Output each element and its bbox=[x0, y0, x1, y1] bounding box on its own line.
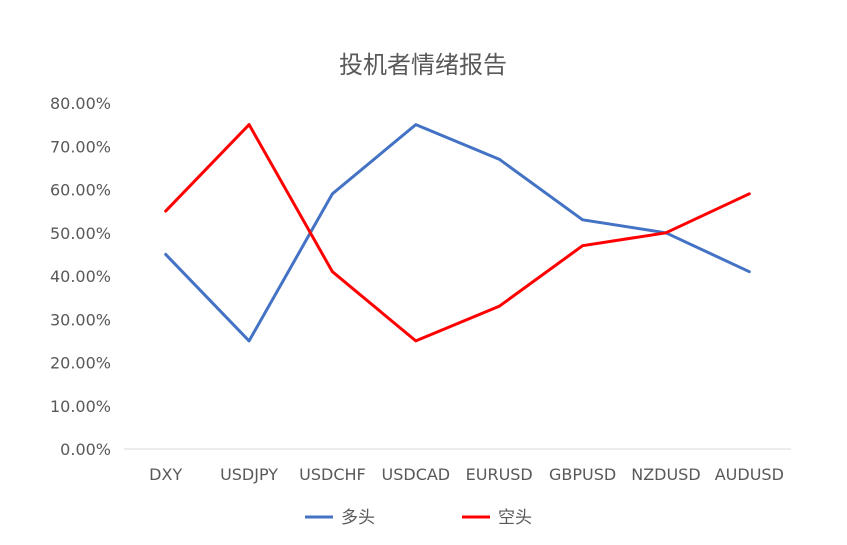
legend: 多头 空头 bbox=[305, 508, 532, 528]
y-axis-ticks: 0.00% 10.00% 20.00% 30.00% 40.00% 50.00% 60.00… bbox=[50, 94, 111, 459]
x-tick-label: EURUSD bbox=[466, 465, 533, 484]
x-tick-label: USDCAD bbox=[382, 465, 451, 484]
y-tick-label: 50.00% bbox=[50, 224, 111, 243]
y-tick-label: 0.00% bbox=[60, 440, 111, 459]
x-tick-label: USDJPY bbox=[220, 465, 278, 484]
y-tick-label: 10.00% bbox=[50, 397, 111, 416]
y-tick-label: 30.00% bbox=[50, 310, 111, 329]
legend-label: 空头 bbox=[498, 508, 532, 528]
y-tick-label: 60.00% bbox=[50, 181, 111, 200]
x-tick-label: AUDUSD bbox=[715, 465, 784, 484]
y-tick-label: 70.00% bbox=[50, 137, 111, 156]
series-line-1 bbox=[164, 123, 751, 343]
y-tick-label: 40.00% bbox=[50, 267, 111, 286]
series-line-2 bbox=[164, 123, 751, 343]
series-lines bbox=[164, 123, 751, 343]
chart-title: 投机者情绪报告 bbox=[339, 51, 507, 79]
x-tick-label: NZDUSD bbox=[631, 465, 700, 484]
legend-label: 多头 bbox=[341, 508, 375, 528]
y-tick-label: 80.00% bbox=[50, 94, 111, 113]
x-tick-label: DXY bbox=[149, 465, 182, 484]
x-tick-label: GBPUSD bbox=[549, 465, 616, 484]
x-axis-ticks: DXY USDJPY USDCHF USDCAD EURUSD GBPUSD NZDUSD A… bbox=[149, 465, 784, 484]
y-tick-label: 20.00% bbox=[50, 354, 111, 373]
x-tick-label: USDCHF bbox=[299, 465, 366, 484]
